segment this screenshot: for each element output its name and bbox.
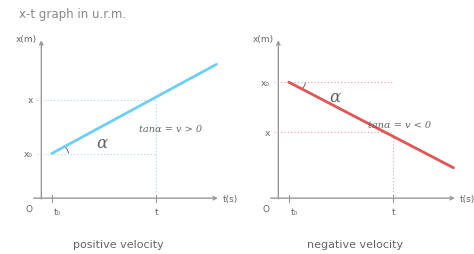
Text: x-t graph in u.r.m.: x-t graph in u.r.m. bbox=[19, 8, 126, 21]
Text: O: O bbox=[26, 204, 33, 213]
Text: x₀: x₀ bbox=[24, 149, 33, 158]
Text: tanα = v > 0: tanα = v > 0 bbox=[139, 124, 202, 134]
Text: tanα = v < 0: tanα = v < 0 bbox=[368, 121, 431, 130]
Text: t: t bbox=[391, 207, 395, 216]
Text: t₀: t₀ bbox=[291, 207, 298, 216]
Text: positive velocity: positive velocity bbox=[73, 239, 164, 249]
Text: x: x bbox=[27, 96, 33, 105]
Text: α: α bbox=[329, 89, 340, 105]
Text: x(m): x(m) bbox=[16, 35, 37, 44]
Text: x(m): x(m) bbox=[253, 35, 274, 44]
Text: negative velocity: negative velocity bbox=[308, 239, 403, 249]
Text: t₀: t₀ bbox=[54, 207, 61, 216]
Text: t: t bbox=[154, 207, 158, 216]
Text: x₀: x₀ bbox=[261, 78, 270, 87]
Text: α: α bbox=[96, 135, 108, 152]
Text: t(s): t(s) bbox=[460, 194, 474, 203]
Text: x: x bbox=[264, 128, 270, 137]
Text: t(s): t(s) bbox=[223, 194, 238, 203]
Text: O: O bbox=[263, 204, 270, 213]
